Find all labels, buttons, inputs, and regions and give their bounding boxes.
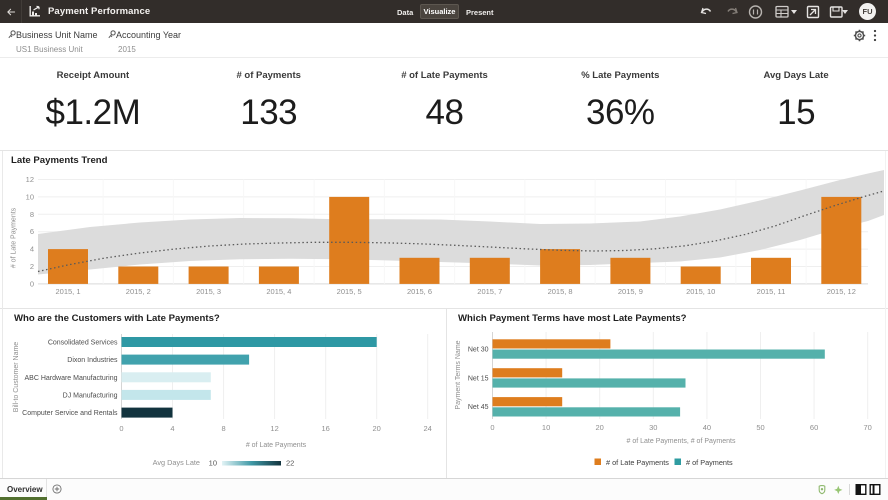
svg-text:DJ Manufacturing: DJ Manufacturing [63,392,118,399]
svg-text:10: 10 [542,423,550,432]
svg-text:Net 15: Net 15 [468,375,489,382]
svg-text:Which Payment Terms have most: Which Payment Terms have most Late Payme… [458,313,687,324]
svg-text:2015, 11: 2015, 11 [757,287,786,296]
svg-text:Payment Terms Name: Payment Terms Name [455,340,462,409]
svg-text:2: 2 [30,262,34,271]
svg-text:2015, 2: 2015, 2 [126,287,151,296]
svg-text:Dixon Industries: Dixon Industries [67,357,118,364]
svg-text:70: 70 [864,423,872,432]
svg-text:Net 30: Net 30 [468,346,489,353]
svg-text:30: 30 [649,423,657,432]
svg-text:# of Late Payments, # of Payme: # of Late Payments, # of Payments [627,438,736,445]
svg-text:Consolidated Services: Consolidated Services [48,340,118,347]
svg-text:60: 60 [810,423,818,432]
svg-text:22: 22 [286,459,294,468]
svg-text:# of Payments: # of Payments [686,458,733,467]
svg-text:6: 6 [30,227,34,236]
svg-text:4: 4 [170,424,174,433]
svg-text:Bill-to Customer Name: Bill-to Customer Name [13,342,20,413]
svg-text:ABC Hardware Manufacturing: ABC Hardware Manufacturing [25,375,118,382]
svg-text:12: 12 [26,175,34,184]
svg-text:50: 50 [756,423,764,432]
svg-text:20: 20 [373,424,381,433]
svg-text:8: 8 [222,424,226,433]
svg-text:Net 45: Net 45 [468,404,489,411]
svg-text:2015, 9: 2015, 9 [618,287,643,296]
svg-text:20: 20 [596,423,604,432]
svg-text:Late Payments Trend: Late Payments Trend [11,155,108,166]
svg-text:16: 16 [322,424,330,433]
svg-text:2015, 12: 2015, 12 [827,287,856,296]
svg-text:0: 0 [490,423,494,432]
svg-text:# of Late Payments: # of Late Payments [11,207,18,268]
svg-text:2015, 3: 2015, 3 [196,287,221,296]
svg-text:4: 4 [30,245,34,254]
svg-text:2015, 1: 2015, 1 [55,287,80,296]
svg-text:8: 8 [30,210,34,219]
svg-text:2015, 10: 2015, 10 [686,287,715,296]
svg-text:2015, 8: 2015, 8 [548,287,573,296]
svg-text:24: 24 [424,424,432,433]
svg-text:# of Late Payments: # of Late Payments [606,458,669,467]
svg-text:40: 40 [703,423,711,432]
svg-text:2015, 7: 2015, 7 [477,287,502,296]
svg-text:12: 12 [270,424,278,433]
svg-text:# of Late Payments: # of Late Payments [246,442,307,449]
svg-text:Who are the Customers with Lat: Who are the Customers with Late Payments… [14,313,220,324]
svg-text:2015, 5: 2015, 5 [337,287,362,296]
svg-text:0: 0 [30,279,34,288]
svg-text:2015, 4: 2015, 4 [266,287,291,296]
svg-text:Avg Days Late: Avg Days Late [153,458,200,467]
svg-text:10: 10 [209,459,217,468]
svg-text:Computer Service and Rentals: Computer Service and Rentals [22,410,118,417]
svg-text:2015, 6: 2015, 6 [407,287,432,296]
svg-text:0: 0 [119,424,123,433]
svg-text:10: 10 [26,192,34,201]
